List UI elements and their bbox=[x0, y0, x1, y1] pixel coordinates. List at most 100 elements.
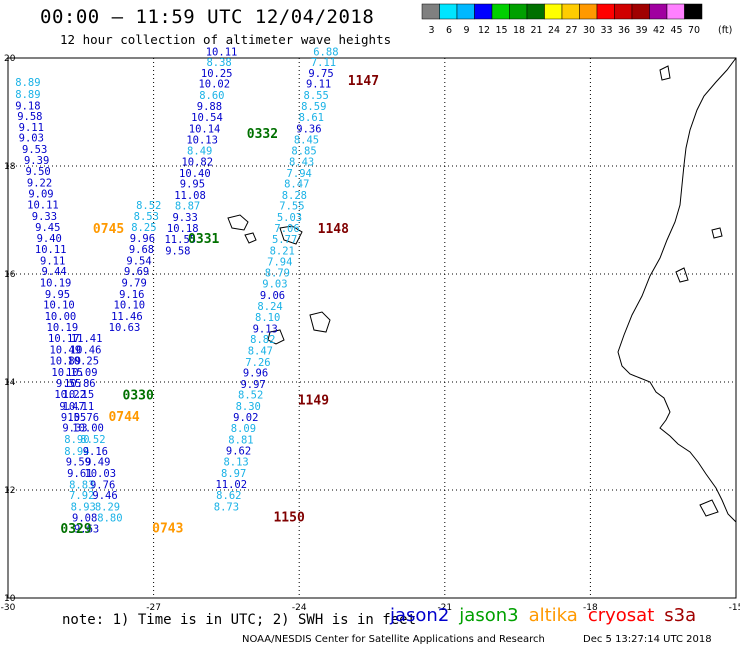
swh-value: 10.02 bbox=[198, 79, 230, 91]
legend-label: 33 bbox=[600, 25, 612, 36]
swh-value: 9.53 bbox=[22, 144, 47, 156]
swh-value: 8.59 bbox=[301, 101, 326, 113]
pass-time-label: 0744 bbox=[108, 410, 139, 425]
swh-value: 10.25 bbox=[67, 356, 99, 368]
legend-label: 3 bbox=[428, 25, 434, 36]
swh-value: 9.22 bbox=[27, 178, 52, 190]
color-legend: 3 6 9 12 15 18 21 24 27 30 33 36 39 42 45 70 (ft) bbox=[421, 3, 732, 36]
swh-value: 8.45 bbox=[294, 134, 319, 146]
track-1147: 6.887.119.759.118.558.598.619.368.458.85… bbox=[279, 46, 338, 212]
legend-label: 36 bbox=[618, 25, 630, 36]
legend-label: 45 bbox=[670, 25, 682, 36]
swh-value: 9.06 bbox=[260, 290, 285, 302]
swh-value: 10.11 bbox=[63, 401, 95, 413]
legend-label: 18 bbox=[513, 25, 525, 36]
swh-value: 7.55 bbox=[279, 201, 304, 213]
swh-value: 10.54 bbox=[191, 112, 223, 124]
swh-value: 9.36 bbox=[296, 124, 321, 136]
island-7 bbox=[711, 227, 723, 239]
pass-time-label: 1148 bbox=[318, 222, 349, 237]
x-tick-label: -21 bbox=[437, 603, 452, 613]
y-tick-label: 10 bbox=[4, 594, 16, 604]
page-subtitle: 12 hour collection of altimeter wave hei… bbox=[60, 32, 392, 47]
swh-value: 11.02 bbox=[215, 479, 247, 491]
swh-value: 10.82 bbox=[181, 156, 213, 168]
swh-value: 8.49 bbox=[187, 146, 212, 158]
generation-timestamp: Dec 5 13:27:14 UTC 2018 bbox=[583, 634, 712, 645]
swh-value: 10.19 bbox=[47, 322, 79, 334]
swh-value: 9.33 bbox=[172, 212, 197, 224]
swh-value: 9.16 bbox=[83, 446, 108, 458]
swh-value: 9.79 bbox=[122, 277, 147, 289]
swh-value: 8.82 bbox=[250, 334, 275, 346]
swh-value: 5.03 bbox=[277, 212, 302, 224]
island-9 bbox=[699, 499, 719, 517]
swh-value: 9.11 bbox=[40, 255, 65, 267]
legend-label: 21 bbox=[530, 25, 542, 36]
swh-value: 10.86 bbox=[64, 378, 96, 390]
track-0331: 8.528.538.259.969.689.549.699.799.1610.1… bbox=[109, 200, 162, 334]
swh-value: 8.90 bbox=[64, 434, 89, 446]
swh-value: 8.60 bbox=[199, 90, 224, 102]
track-1148: 5.037.065.778.217.948.799.039.068.248.10… bbox=[243, 212, 302, 380]
swh-value: 5.77 bbox=[272, 234, 297, 246]
pass-time-label: 0329 bbox=[60, 522, 91, 537]
track-0329: 8.898.899.189.589.119.039.539.399.509.22… bbox=[15, 77, 99, 536]
swh-value: 10.00 bbox=[45, 311, 77, 323]
legend-swatch bbox=[526, 3, 545, 20]
swh-value: 8.55 bbox=[304, 90, 329, 102]
legend-label: 15 bbox=[495, 25, 507, 36]
swh-value: 11.55 bbox=[164, 234, 196, 246]
island-8 bbox=[675, 267, 689, 283]
swh-value: 8.38 bbox=[206, 57, 231, 69]
swh-value: 9.46 bbox=[92, 490, 117, 502]
swh-value: 9.02 bbox=[233, 412, 258, 424]
swh-value: 10.25 bbox=[201, 68, 233, 80]
swh-value: 9.96 bbox=[243, 368, 268, 380]
swh-value: 8.21 bbox=[270, 246, 295, 258]
swh-value: 8.10 bbox=[255, 312, 280, 324]
swh-value: 8.79 bbox=[265, 268, 290, 280]
track-1149: 9.978.528.309.028.098.81 bbox=[228, 379, 265, 447]
swh-value: 7.92 bbox=[69, 490, 94, 502]
swh-value: 9.11 bbox=[306, 79, 331, 91]
legend-swatch bbox=[544, 3, 563, 20]
swh-value: 10.19 bbox=[40, 277, 72, 289]
track-0332: 10.118.3810.2510.028.609.8810.5410.1410.… bbox=[164, 46, 237, 257]
swh-value: 6.88 bbox=[313, 46, 338, 58]
legend-label: 70 bbox=[688, 25, 700, 36]
swh-value: 9.97 bbox=[240, 379, 265, 391]
swh-value: 9.58 bbox=[165, 246, 190, 258]
swh-value: 8.52 bbox=[80, 434, 105, 446]
pass-time-label: 0330 bbox=[123, 388, 154, 403]
swh-value: 8.83 bbox=[69, 479, 94, 491]
swh-value: 8.89 bbox=[15, 89, 40, 101]
swh-value: 8.13 bbox=[223, 457, 248, 469]
legend-label: 12 bbox=[478, 25, 490, 36]
swh-value: 7.94 bbox=[267, 256, 292, 268]
swh-value: 10.11 bbox=[206, 46, 238, 58]
swh-value: 8.25 bbox=[131, 222, 156, 234]
swh-value: 8.47 bbox=[284, 179, 309, 191]
swh-value: 9.13 bbox=[253, 323, 278, 335]
swh-value: 9.33 bbox=[32, 211, 57, 223]
legend-label: 6 bbox=[446, 25, 452, 36]
legend-label: 42 bbox=[653, 25, 665, 36]
track-0330: 11.4110.4610.2510.0910.8610.1510.1110.76… bbox=[63, 333, 123, 524]
swh-value: 9.39 bbox=[24, 155, 49, 167]
swh-value: 9.75 bbox=[308, 68, 333, 80]
swh-value: 9.44 bbox=[41, 266, 66, 278]
swh-value: 8.61 bbox=[299, 112, 324, 124]
gridlines bbox=[8, 58, 736, 598]
swh-value: 9.03 bbox=[19, 133, 44, 145]
legend-swatch bbox=[631, 3, 650, 20]
satellite-jason3: jason3 bbox=[459, 605, 519, 626]
swh-value: 9.55 bbox=[56, 378, 81, 390]
swh-value: 10.10 bbox=[114, 300, 146, 312]
swh-value: 10.13 bbox=[186, 134, 218, 146]
swh-value: 10.10 bbox=[43, 300, 75, 312]
legend-swatch bbox=[421, 3, 440, 20]
x-tick-label: -15 bbox=[729, 603, 740, 613]
pass-time-label: 1149 bbox=[298, 394, 329, 409]
swh-value: 10.63 bbox=[109, 322, 141, 334]
